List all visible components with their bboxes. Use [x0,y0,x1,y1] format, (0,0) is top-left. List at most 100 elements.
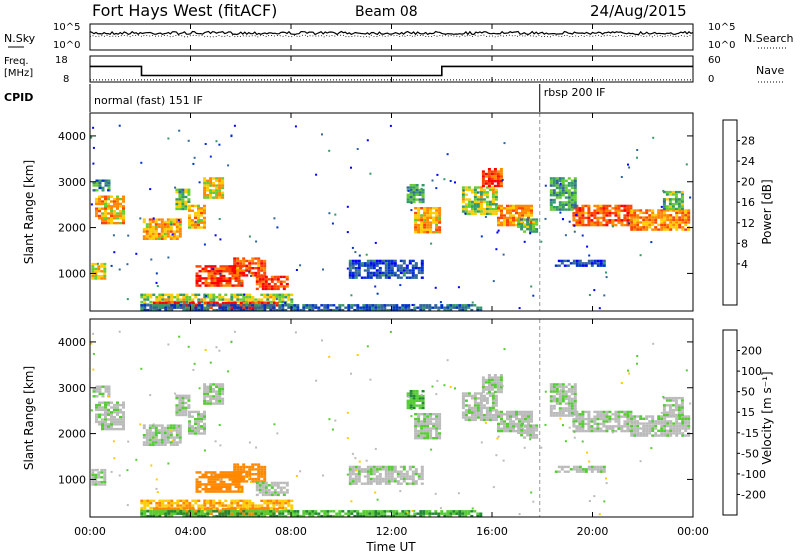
velocity-speckle [434,492,437,495]
power-speckle [620,176,623,178]
velocity-speckle [355,469,357,472]
velocity-speckle [219,478,222,481]
velocity-speckle [107,395,109,398]
x-axis-label: Time UT [365,540,416,554]
power-speckle [140,161,143,164]
velocity-speckle [322,474,324,477]
power-speckle [434,286,437,289]
power-speckle [90,136,93,139]
power-speckle [167,256,170,259]
power-speckle [530,285,533,288]
velocity-speckle [110,470,113,473]
velocity-speckle [573,436,576,439]
power-speckle [605,276,608,279]
velocity-speckle [233,330,236,333]
velocity-y-axis-label: Slant Range [km] [22,366,36,470]
power-speckle [457,286,460,289]
velocity-speckle [127,440,130,443]
power-speckle [96,262,99,265]
velocity-speckle [198,387,201,390]
power-speckle [126,298,129,301]
velocity-speckle [436,379,439,382]
power-speckle [439,301,442,304]
velocity-speckle [492,486,495,489]
velocity-speckle [299,470,302,473]
power-speckle [205,295,208,297]
velocity-speckle [346,411,349,414]
power-speckle [544,217,547,220]
velocity-speckle [530,491,533,494]
power-speckle [496,231,499,234]
power-y-tick: 2000 [58,222,86,235]
velocity-colorbar-title: Velocity [m s⁻¹] [760,371,774,464]
velocity-speckle [203,449,206,452]
power-speckle [107,189,109,192]
x-tick-label: 00:00 [74,525,106,538]
velocity-speckle [126,469,129,472]
velocity-speckle [365,459,368,462]
velocity-speckle [431,385,434,388]
velocity-speckle [350,500,353,503]
power-speckle [328,212,331,215]
nsearch-tick-bottom: 10^0 [708,40,735,51]
power-speckle [322,268,324,271]
power-speckle [156,285,159,288]
power-y-tick: 1000 [58,267,86,280]
power-speckle [354,251,357,254]
velocity-speckle [92,352,95,355]
power-speckle [374,241,377,244]
velocity-speckle [170,429,173,432]
power-speckle [127,234,130,237]
power-speckle [170,223,173,226]
power-speckle [192,162,195,165]
velocity-colorbar-tick: 200 [741,345,762,358]
velocity-speckle [435,393,438,396]
velocity-speckle [275,504,278,507]
power-speckle [187,139,190,142]
velocity-speckle [194,426,197,429]
power-speckle [611,225,614,228]
power-speckle [358,254,361,257]
velocity-speckle [544,423,547,426]
power-speckle [273,217,276,220]
velocity-speckle [532,500,535,503]
velocity-speckle [501,384,504,387]
velocity-y-ticks: 1000 2000 3000 4000 [58,336,693,486]
x-tick-label: 12:00 [376,525,408,538]
velocity-speckle [603,500,606,503]
velocity-speckle [662,395,665,398]
velocity-speckle [559,417,562,420]
velocity-panel: 1000 2000 3000 4000 Slant Range [km] [22,318,694,518]
velocity-speckle [92,332,95,335]
power-speckle [118,268,121,271]
power-speckle [255,240,258,243]
power-colorbar-tick: 28 [741,135,755,148]
velocity-speckle [611,431,614,434]
velocity-speckle [218,349,221,352]
power-speckle [110,264,113,267]
nsky-label: N.Sky [4,32,36,45]
power-speckle [350,166,352,169]
velocity-colorbar-tick: -50 [741,447,759,460]
velocity-speckle [192,368,195,371]
velocity-speckle [374,491,377,494]
power-speckle [139,217,142,220]
velocity-colorbar-tick: 15 [741,406,755,419]
power-echo-region [517,218,539,233]
cpid-mode-2: rbsp 200 IF [544,86,606,99]
power-speckle [248,270,251,273]
velocity-speckle [457,492,460,495]
power-speckle [346,205,349,208]
date-title: 24/Aug/2015 [590,2,687,20]
velocity-speckle [212,474,215,477]
x-axis-ticks: 00:00 04:00 08:00 12:00 16:00 20:00 00:00 [74,24,709,538]
power-speckle [636,149,639,151]
power-speckle [150,258,153,261]
velocity-speckle [588,460,591,463]
power-speckle [193,156,196,159]
power-speckle [92,146,95,149]
power-speckle [628,222,631,225]
power-echo-region [630,209,691,231]
velocity-speckle [502,459,505,462]
x-tick-label: 16:00 [476,525,508,538]
